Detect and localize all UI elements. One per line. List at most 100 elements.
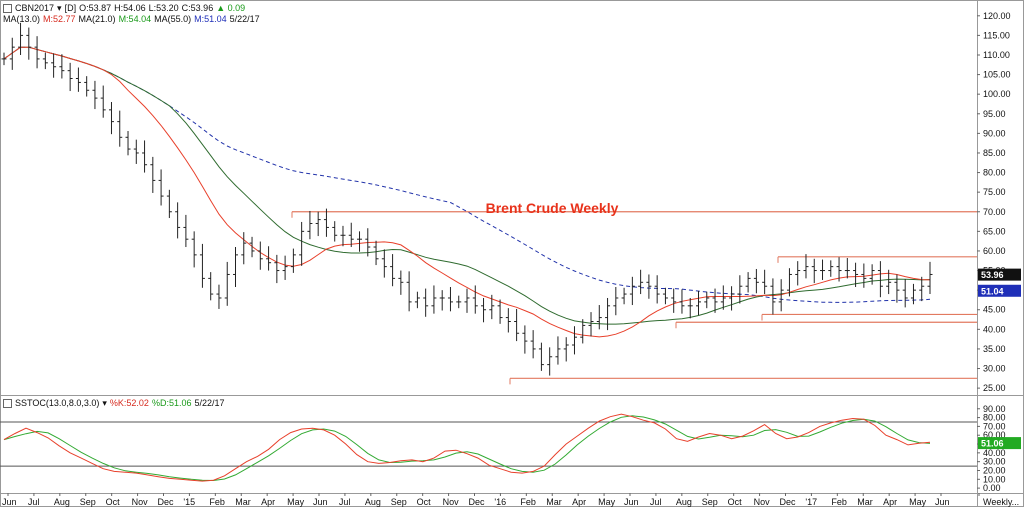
ma-date: 5/22/17 [229, 14, 260, 24]
interval: [D] [64, 3, 77, 13]
time-tick-label: May [598, 497, 616, 507]
time-tick-label: Nov [132, 497, 149, 507]
low-value: L:53.20 [148, 3, 179, 13]
open-value: O:53.87 [79, 3, 112, 13]
indicator-header: SSTOC(13.0,8.0,3.0) ▾ %K:52.02 %D:51.06 5/22… [3, 398, 228, 409]
price-tick-label: 115.00 [983, 30, 1010, 40]
price-header: CBN2017 ▾ [D] O:53.87 H:54.06 L:53.20 C:53.96 ▲… [3, 3, 248, 14]
time-tick-label: Mar [235, 497, 251, 507]
time-tick-label: Oct [728, 497, 743, 507]
time-tick-label: Nov [754, 497, 771, 507]
stoch-d-flag [978, 437, 1021, 450]
price-tick-label: 40.00 [983, 324, 1006, 334]
time-tick-label: Apr [572, 497, 586, 507]
price-tick-label: 25.00 [983, 383, 1006, 393]
d-value: %D:51.06 [151, 398, 192, 408]
time-tick-label: Feb [209, 497, 225, 507]
time-tick-label: Sep [80, 497, 96, 507]
chart-title: Brent Crude Weekly [486, 200, 619, 216]
ma55-flag-label: 51.04 [981, 286, 1004, 296]
price-tick-label: 110.00 [983, 50, 1010, 60]
price-tick-label: 30.00 [983, 364, 1006, 374]
time-tick-label: '17 [805, 497, 817, 507]
stoch-tick-label: 30.00 [983, 457, 1006, 467]
time-tick-label: Feb [831, 497, 847, 507]
close-value: C:53.96 [181, 3, 214, 13]
ma13-label[interactable]: MA(13.0) [3, 14, 41, 24]
stoch-tick-label: 90.00 [983, 404, 1006, 414]
time-tick-label: Dec [469, 497, 486, 507]
time-tick-label: Sep [702, 497, 718, 507]
stoch-tick-label: 70.00 [983, 421, 1006, 431]
price-tick-label: 75.00 [983, 187, 1006, 197]
time-tick-label: Jun [935, 497, 950, 507]
time-tick-label: Aug [54, 497, 70, 507]
high-value: H:54.06 [114, 3, 146, 13]
time-tick-label: Mar [857, 497, 873, 507]
price-tick-label: 120.00 [983, 11, 1011, 21]
stoch-tick-label: 20.00 [983, 465, 1006, 475]
time-tick-label: Apr [261, 497, 275, 507]
ma55-value: M:51.04 [194, 14, 227, 24]
price-tick-label: 35.00 [983, 344, 1006, 354]
ma55-line [3, 46, 931, 303]
ma21-line [3, 46, 931, 325]
ma-header: MA(13.0) M:52.77 MA(21.0) M:54.04 MA(55.0) M:… [3, 14, 263, 25]
ma13-value: M:52.77 [43, 14, 76, 24]
price-tick-label: 60.00 [983, 246, 1006, 256]
stoch-tick-label: 60.00 [983, 430, 1006, 440]
price-tick-label: 85.00 [983, 148, 1006, 158]
time-tick-label: Feb [520, 497, 536, 507]
last-price-flag-label: 53.96 [981, 270, 1004, 280]
last-price-flag [978, 268, 1021, 281]
time-tick-label: Sep [391, 497, 407, 507]
stoch-tick-label: 10.00 [983, 474, 1006, 484]
time-tick-label: May [287, 497, 305, 507]
ma21-value: M:54.04 [118, 14, 152, 24]
ma55-label[interactable]: MA(55.0) [154, 14, 192, 24]
time-tick-label: Apr [883, 497, 897, 507]
time-tick-label: Jul [650, 497, 662, 507]
time-tick-label: Oct [106, 497, 121, 507]
indicator-dropdown-icon[interactable]: ▾ [102, 398, 107, 408]
stoch-k-line [3, 413, 931, 482]
stoch-tick-label: 40.00 [983, 448, 1006, 458]
time-tick-label: Weekly... [983, 497, 1019, 507]
price-tick-label: 105.00 [983, 70, 1011, 80]
price-tick-label: 100.00 [983, 89, 1011, 99]
time-tick-label: '15 [183, 497, 195, 507]
price-tick-label: 95.00 [983, 109, 1006, 119]
time-tick-label: Dec [780, 497, 797, 507]
stoch-tick-label: 80.00 [983, 413, 1006, 423]
time-tick-label: Mar [546, 497, 562, 507]
indicator-date: 5/22/17 [194, 398, 225, 408]
indicator-collapse-toggle[interactable] [3, 399, 12, 409]
symbol[interactable]: CBN2017 [15, 3, 55, 13]
stoch-tick-label: 0.00 [983, 483, 1001, 493]
price-tick-label: 80.00 [983, 168, 1006, 178]
k-value: %K:52.02 [109, 398, 149, 408]
ma13-line [3, 46, 931, 338]
time-tick-label: Jul [339, 497, 351, 507]
ma55-flag [978, 284, 1021, 297]
indicator-name[interactable]: SSTOC(13.0,8.0,3.0) [15, 398, 100, 408]
dropdown-arrow-icon[interactable]: ▾ [57, 3, 62, 13]
time-tick-label: Aug [676, 497, 692, 507]
price-tick-label: 90.00 [983, 128, 1006, 138]
price-tick-label: 45.00 [983, 305, 1006, 315]
time-tick-label: '16 [494, 497, 506, 507]
time-tick-label: Jun [2, 497, 17, 507]
stoch-d-flag-label: 51.06 [981, 439, 1004, 449]
time-tick-label: Jul [28, 497, 40, 507]
time-tick-label: Jun [624, 497, 639, 507]
price-tick-label: 70.00 [983, 207, 1006, 217]
time-tick-label: Oct [417, 497, 432, 507]
time-tick-label: Jun [313, 497, 328, 507]
time-tick-label: Aug [365, 497, 381, 507]
price-tick-label: 65.00 [983, 226, 1006, 236]
ma21-label[interactable]: MA(21.0) [78, 14, 116, 24]
stoch-d-line [3, 415, 931, 482]
collapse-toggle[interactable] [3, 4, 12, 14]
